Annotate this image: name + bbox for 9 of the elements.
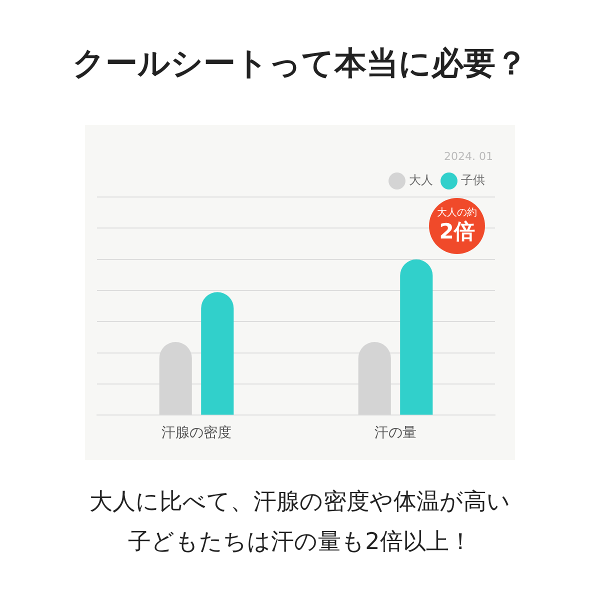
text: 大人に比べて、汗腺の密度や体温が高い [90, 489, 510, 515]
text: 2024. 01 [444, 150, 493, 163]
x-tick-label: 汗の量 [374, 425, 416, 442]
legend-label: 大人 [409, 173, 433, 188]
chart-title: クールシートって本当に必要？ [72, 43, 528, 84]
x-tick-label: 汗腺の密度 [162, 425, 232, 442]
text: 子どもたちは汗の量も2倍以上！ [128, 529, 472, 555]
legend-label: 子供 [461, 173, 485, 188]
text: 大人の約 2倍 [437, 206, 477, 244]
